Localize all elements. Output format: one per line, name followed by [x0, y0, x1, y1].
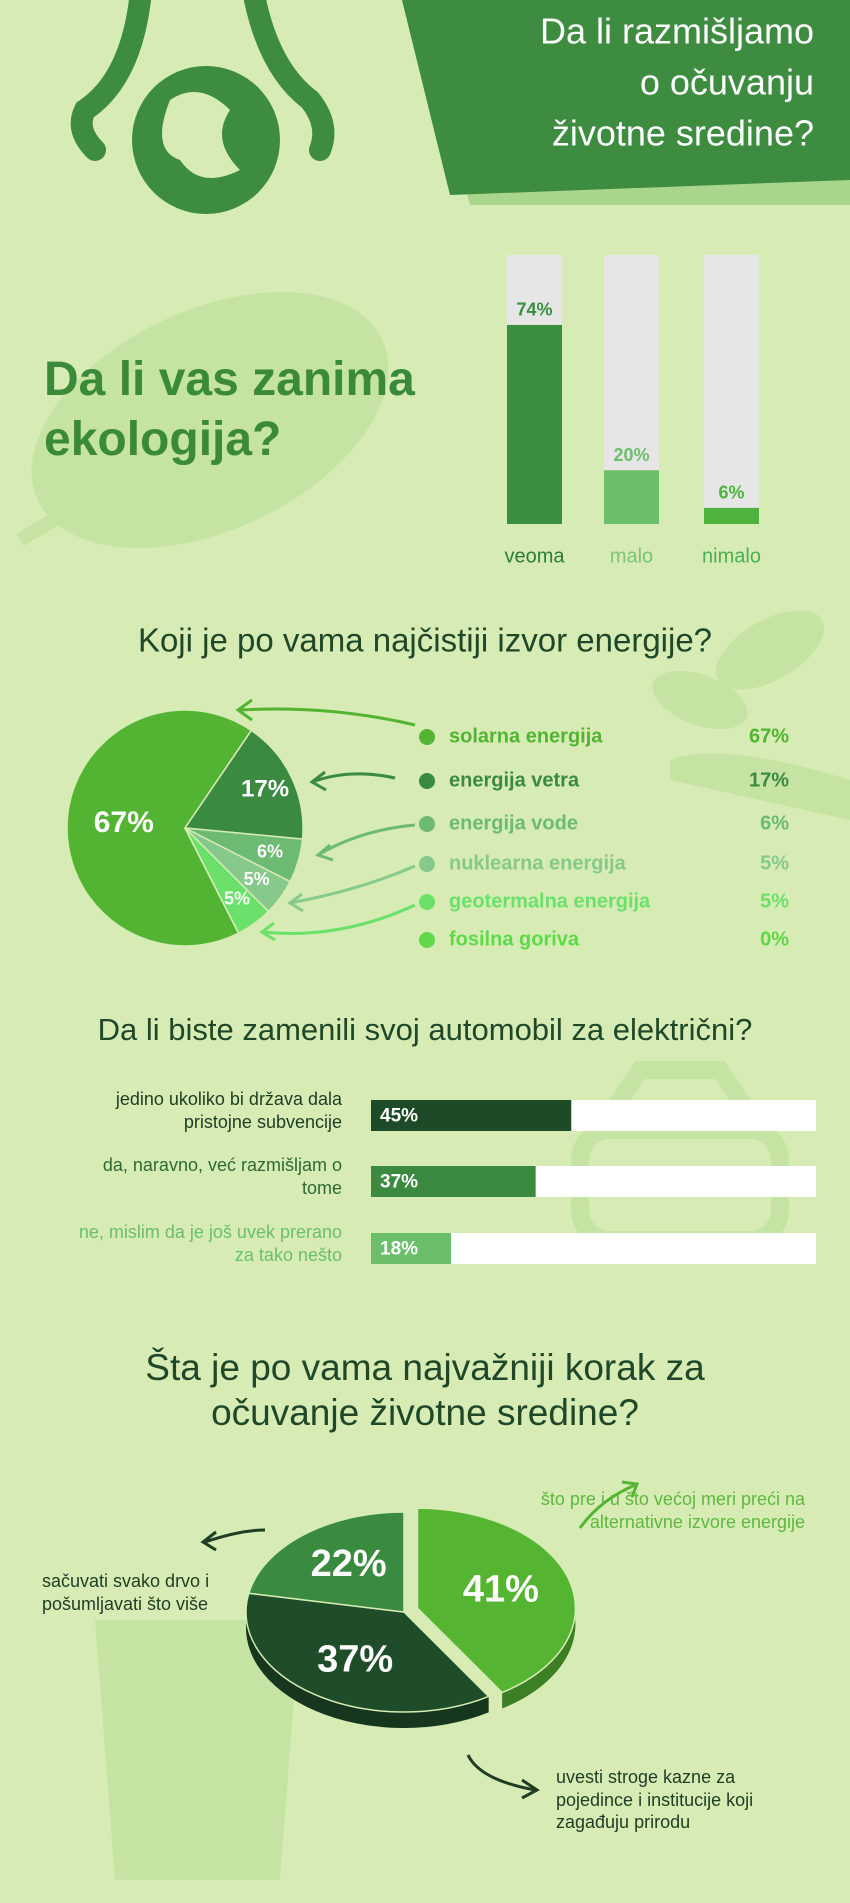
bar	[371, 1100, 572, 1131]
legend-label: fosilna goriva	[449, 928, 580, 950]
slice-label: 41%	[463, 1568, 539, 1610]
value-label: 18%	[380, 1239, 418, 1260]
value-label: 6%	[718, 483, 744, 503]
pie-slice	[247, 1511, 405, 1613]
slice-label: 22%	[311, 1543, 387, 1585]
slice-side	[246, 1593, 489, 1728]
chart-title: Da li biste zamenili svoj automobil za e…	[98, 1012, 753, 1047]
decor	[16, 291, 850, 1880]
slice-label: 5%	[244, 869, 270, 889]
bar	[371, 1233, 452, 1264]
annotation: sačuvati svako drvo i pošumljavati što v…	[42, 1571, 210, 1614]
legend-label: energija vetra	[449, 769, 580, 791]
globe-decor	[70, 0, 335, 214]
legend-label: energija vode	[449, 812, 578, 834]
category-label: malo	[610, 545, 653, 567]
category-label: ne, mislim da je još uvek prerano za tak…	[78, 1222, 342, 1265]
legend-label: solarna energija	[449, 725, 603, 747]
pie-slice	[245, 1592, 490, 1713]
chart-title: Koji je po vama najčistiji izvor energij…	[138, 622, 712, 659]
category-label: jedino ukoliko bi država dala pristojne …	[115, 1089, 342, 1132]
chart-title: Da li vas zanima ekologija?	[44, 353, 415, 466]
header-banner	[402, 0, 850, 195]
legend-dot	[419, 729, 435, 745]
legend-label: nuklearna energija	[449, 852, 627, 874]
legend-value: 5%	[760, 852, 789, 874]
category-label: da, naravno, već razmišljam o tome	[102, 1155, 342, 1198]
legend-value: 5%	[760, 890, 789, 912]
legend-dot	[419, 816, 435, 832]
legend-dot	[419, 932, 435, 948]
pie-slice	[184, 827, 270, 935]
chart-title: Šta je po vama najvažniji korak za očuva…	[145, 1347, 705, 1434]
legend-dot	[419, 773, 435, 789]
header-title: Da li razmišljamo	[540, 11, 814, 52]
bar	[507, 324, 562, 524]
pie-slice	[416, 1507, 577, 1694]
category-label: veoma	[504, 545, 565, 567]
slice-label: 67%	[94, 806, 154, 839]
slice-label: 5%	[224, 888, 250, 908]
legend-dot	[419, 894, 435, 910]
legend-dot	[419, 856, 435, 872]
value-label: 37%	[380, 1172, 418, 1193]
arrows	[200, 698, 640, 1800]
legend-value: 67%	[749, 725, 789, 747]
slice-label: 37%	[317, 1639, 393, 1681]
annotation: što pre i u što većoj meri preći na alte…	[540, 1489, 805, 1532]
bar-track	[704, 255, 759, 524]
pie-slice	[183, 729, 304, 840]
category-label: nimalo	[702, 545, 761, 567]
legend-label: geotermalna energija	[449, 890, 651, 912]
pie-slice	[66, 709, 253, 947]
legend-value: 6%	[760, 812, 789, 834]
value-label: 45%	[380, 1106, 418, 1127]
bar	[604, 470, 659, 524]
slice-label: 17%	[241, 776, 289, 803]
slice-label: 6%	[257, 841, 283, 861]
value-label: 20%	[613, 445, 649, 465]
bar	[704, 507, 759, 524]
header-title: o očuvanju	[640, 62, 814, 103]
annotation: uvesti stroge kazne za pojedince i insti…	[556, 1767, 754, 1832]
bar	[371, 1166, 536, 1197]
legend-value: 17%	[749, 769, 789, 791]
value-label: 74%	[516, 300, 552, 320]
legend-value: 0%	[760, 928, 789, 950]
header-title: životne sredine?	[552, 113, 814, 154]
